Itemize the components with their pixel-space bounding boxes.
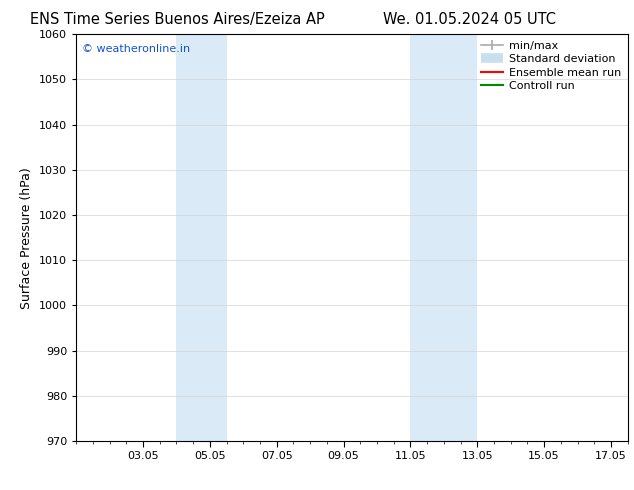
Text: We. 01.05.2024 05 UTC: We. 01.05.2024 05 UTC	[383, 12, 555, 27]
Y-axis label: Surface Pressure (hPa): Surface Pressure (hPa)	[20, 167, 34, 309]
Bar	[410, 34, 477, 441]
Text: ENS Time Series Buenos Aires/Ezeiza AP: ENS Time Series Buenos Aires/Ezeiza AP	[30, 12, 325, 27]
Legend: min/max, Standard deviation, Ensemble mean run, Controll run: min/max, Standard deviation, Ensemble me…	[477, 37, 625, 96]
Bar	[176, 34, 226, 441]
Text: © weatheronline.in: © weatheronline.in	[82, 45, 190, 54]
